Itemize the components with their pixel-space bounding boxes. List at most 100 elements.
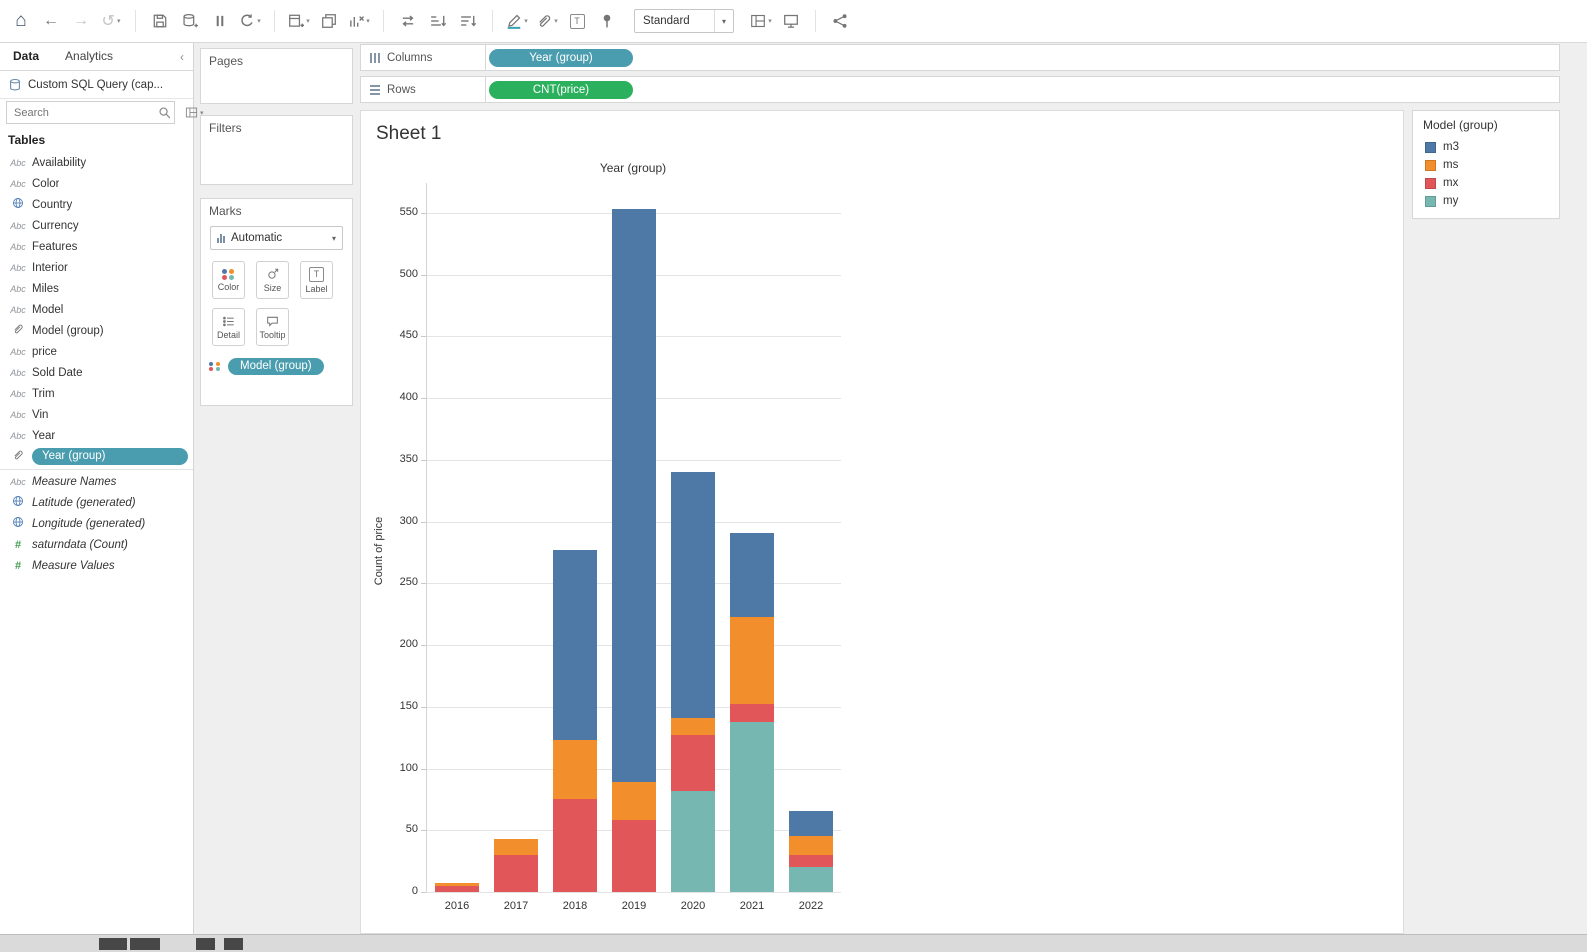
color-button[interactable]: Color (212, 261, 245, 299)
bar-2018-m3[interactable] (553, 550, 597, 740)
field-vin[interactable]: Abc Vin (0, 404, 193, 425)
field-longitude-generated[interactable]: Longitude (generated) (0, 513, 193, 534)
cnt-price-pill[interactable]: CNT(price) (489, 80, 633, 99)
legend-item-my[interactable]: my (1413, 192, 1559, 210)
bar-2021-ms[interactable] (730, 617, 774, 704)
columns-shelf[interactable]: Columns (360, 44, 486, 71)
field-latitude-generated[interactable]: Latitude (generated) (0, 492, 193, 513)
legend-item-mx[interactable]: mx (1413, 174, 1559, 192)
replay-icon[interactable]: ↺ ▾ (96, 7, 126, 35)
columns-shelf-area[interactable]: Year (group) (486, 44, 1560, 71)
bar-2022-mx[interactable] (789, 855, 833, 867)
bar-2019-m3[interactable] (612, 209, 656, 782)
bar-2021-mx[interactable] (730, 704, 774, 722)
tooltip-button-label: Tooltip (259, 329, 286, 340)
redo-icon[interactable]: → (66, 7, 96, 35)
bar-2020-mx[interactable] (671, 735, 715, 791)
abc-icon: Abc (10, 346, 26, 357)
field-currency[interactable]: Abc Currency (0, 215, 193, 236)
sheet-tab-control[interactable] (196, 938, 215, 950)
view-toggle-icon[interactable]: ▾ (185, 106, 204, 119)
share-icon[interactable] (825, 7, 855, 35)
show-mark-labels-icon[interactable]: T (562, 7, 592, 35)
home-icon[interactable]: ⌂ (6, 7, 36, 35)
field-model[interactable]: Abc Model (0, 299, 193, 320)
duplicate-icon[interactable] (314, 7, 344, 35)
clear-sheet-icon[interactable]: ▾ (344, 7, 374, 35)
sort-ascending-icon[interactable] (423, 7, 453, 35)
field-measure-values[interactable]: # Measure Values (0, 555, 193, 576)
sheet-tab-control[interactable] (130, 938, 160, 950)
bar-2018-mx[interactable] (553, 799, 597, 892)
field-miles[interactable]: Abc Miles (0, 278, 193, 299)
field-trim[interactable]: Abc Trim (0, 383, 193, 404)
bar-2021-m3[interactable] (730, 533, 774, 617)
size-button[interactable]: Size (256, 261, 289, 299)
undo-icon[interactable]: ← (36, 7, 66, 35)
bar-2019-mx[interactable] (612, 820, 656, 892)
label-button[interactable]: T Label (300, 261, 333, 299)
bar-2020-m3[interactable] (671, 472, 715, 718)
bar-2020-my[interactable] (671, 791, 715, 892)
legend-item-m3[interactable]: m3 (1413, 138, 1559, 156)
bar-2018-ms[interactable] (553, 740, 597, 799)
presentation-mode-icon[interactable] (776, 7, 806, 35)
datasource-item[interactable]: Custom SQL Query (cap... (0, 71, 193, 99)
tab-data[interactable]: Data (13, 49, 40, 63)
field-availability[interactable]: Abc Availability (0, 152, 193, 173)
bar-2022-my[interactable] (789, 867, 833, 892)
sheet-tab-control[interactable] (99, 938, 127, 950)
year-group-pill[interactable]: Year (group) (489, 48, 633, 67)
field-model-group[interactable]: Model (group) (0, 320, 193, 341)
field-interior[interactable]: Abc Interior (0, 257, 193, 278)
filters-card[interactable]: Filters (200, 115, 353, 185)
search-input[interactable] (12, 105, 158, 120)
show-me-icon[interactable]: ▾ (746, 7, 776, 35)
bar-2017-mx[interactable] (494, 855, 538, 892)
sheet-tab-control[interactable] (224, 938, 243, 950)
sort-descending-icon[interactable] (453, 7, 483, 35)
run-auto-updates-icon[interactable]: ▾ (235, 7, 265, 35)
field-measure-names[interactable]: Abc Measure Names (0, 469, 193, 492)
model-group-pill[interactable]: Model (group) (228, 358, 324, 375)
collapse-pane-icon[interactable]: ‹ (180, 49, 184, 64)
bar-2017-ms[interactable] (494, 839, 538, 855)
pause-auto-updates-icon[interactable] (205, 7, 235, 35)
pages-card[interactable]: Pages (200, 48, 353, 104)
field-color[interactable]: Abc Color (0, 173, 193, 194)
rows-shelf[interactable]: Rows (360, 76, 486, 103)
swap-rows-columns-icon[interactable] (393, 7, 423, 35)
field-year[interactable]: Abc Year (0, 425, 193, 446)
mark-type-dropdown[interactable]: Automatic ▾ (210, 226, 343, 250)
new-worksheet-icon[interactable]: ▾ (284, 7, 314, 35)
bar-2016-ms[interactable] (435, 883, 479, 886)
color-legend-icon (209, 362, 222, 371)
fit-dropdown[interactable]: Standard ▾ (634, 9, 734, 33)
bar-2022-m3[interactable] (789, 811, 833, 836)
field-saturndata-count[interactable]: # saturndata (Count) (0, 534, 193, 555)
legend-item-ms[interactable]: ms (1413, 156, 1559, 174)
bar-2022-ms[interactable] (789, 836, 833, 855)
bar-2020-ms[interactable] (671, 718, 715, 735)
detail-button[interactable]: Detail (212, 308, 245, 346)
bar-2021-my[interactable] (730, 722, 774, 892)
rows-shelf-area[interactable]: CNT(price) (486, 76, 1560, 103)
group-members-icon[interactable]: ▾ (532, 7, 562, 35)
field-country[interactable]: Country (0, 194, 193, 215)
save-icon[interactable] (145, 7, 175, 35)
highlight-icon[interactable]: ▾ (502, 7, 532, 35)
bar-2019-ms[interactable] (612, 782, 656, 820)
field-sold-date[interactable]: Abc Sold Date (0, 362, 193, 383)
legend-swatch (1425, 159, 1436, 171)
new-data-source-icon[interactable] (175, 7, 205, 35)
field-price[interactable]: Abc price (0, 341, 193, 362)
field-year-group[interactable]: Year (group) (0, 446, 193, 467)
tab-analytics[interactable]: Analytics (65, 49, 114, 63)
bar-2016-mx[interactable] (435, 886, 479, 892)
field-features[interactable]: Abc Features (0, 236, 193, 257)
y-axis-tick-label: 500 (399, 268, 418, 280)
selected-field-pill[interactable]: Year (group) (32, 448, 188, 465)
pane-tabs: Data Analytics ‹ (0, 43, 193, 71)
tooltip-button[interactable]: Tooltip (256, 308, 289, 346)
fix-axes-icon[interactable] (592, 7, 622, 35)
